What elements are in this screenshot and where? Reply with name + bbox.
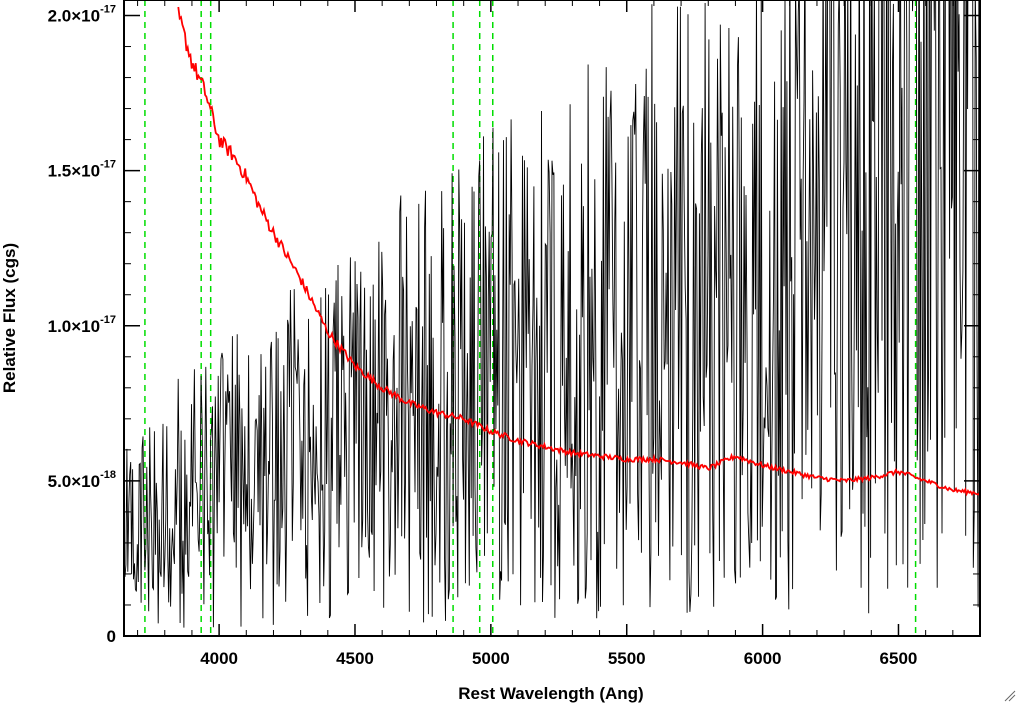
- y-tick-label-1e-17: 1.0×10-17: [48, 314, 116, 336]
- x-tick-label-4500: 4500: [336, 649, 374, 668]
- x-tick-label-6000: 6000: [744, 649, 782, 668]
- series-spectrum-line: [124, 0, 980, 628]
- resize-grip-icon[interactable]: [1004, 690, 1016, 702]
- y-tick-label-2e-17: 2.0×10-17: [48, 4, 116, 26]
- x-tick-label-6500: 6500: [880, 649, 918, 668]
- series-layer: [124, 0, 980, 628]
- axes: [123, 0, 981, 637]
- y-tick-label-1.5e-17: 1.5×10-17: [48, 159, 116, 181]
- reference-lines: [144, 0, 917, 636]
- y-axis-title: Relative Flux (cgs): [0, 243, 19, 393]
- x-tick-label-5500: 5500: [608, 649, 646, 668]
- tick-labels: 4000 4500 5000 5500 6000 6500 0 5.0×10-18 1.0×10…: [48, 4, 918, 668]
- y-tick-label-0: 0: [107, 627, 116, 646]
- plot-frame: [123, 0, 981, 637]
- x-axis-title: Rest Wavelength (Ang): [458, 684, 643, 703]
- x-tick-label-5000: 5000: [472, 649, 510, 668]
- series-model-line: [177, 6, 980, 497]
- x-tick-label-4000: 4000: [200, 649, 238, 668]
- y-tick-label-5e-18: 5.0×10-18: [48, 469, 116, 491]
